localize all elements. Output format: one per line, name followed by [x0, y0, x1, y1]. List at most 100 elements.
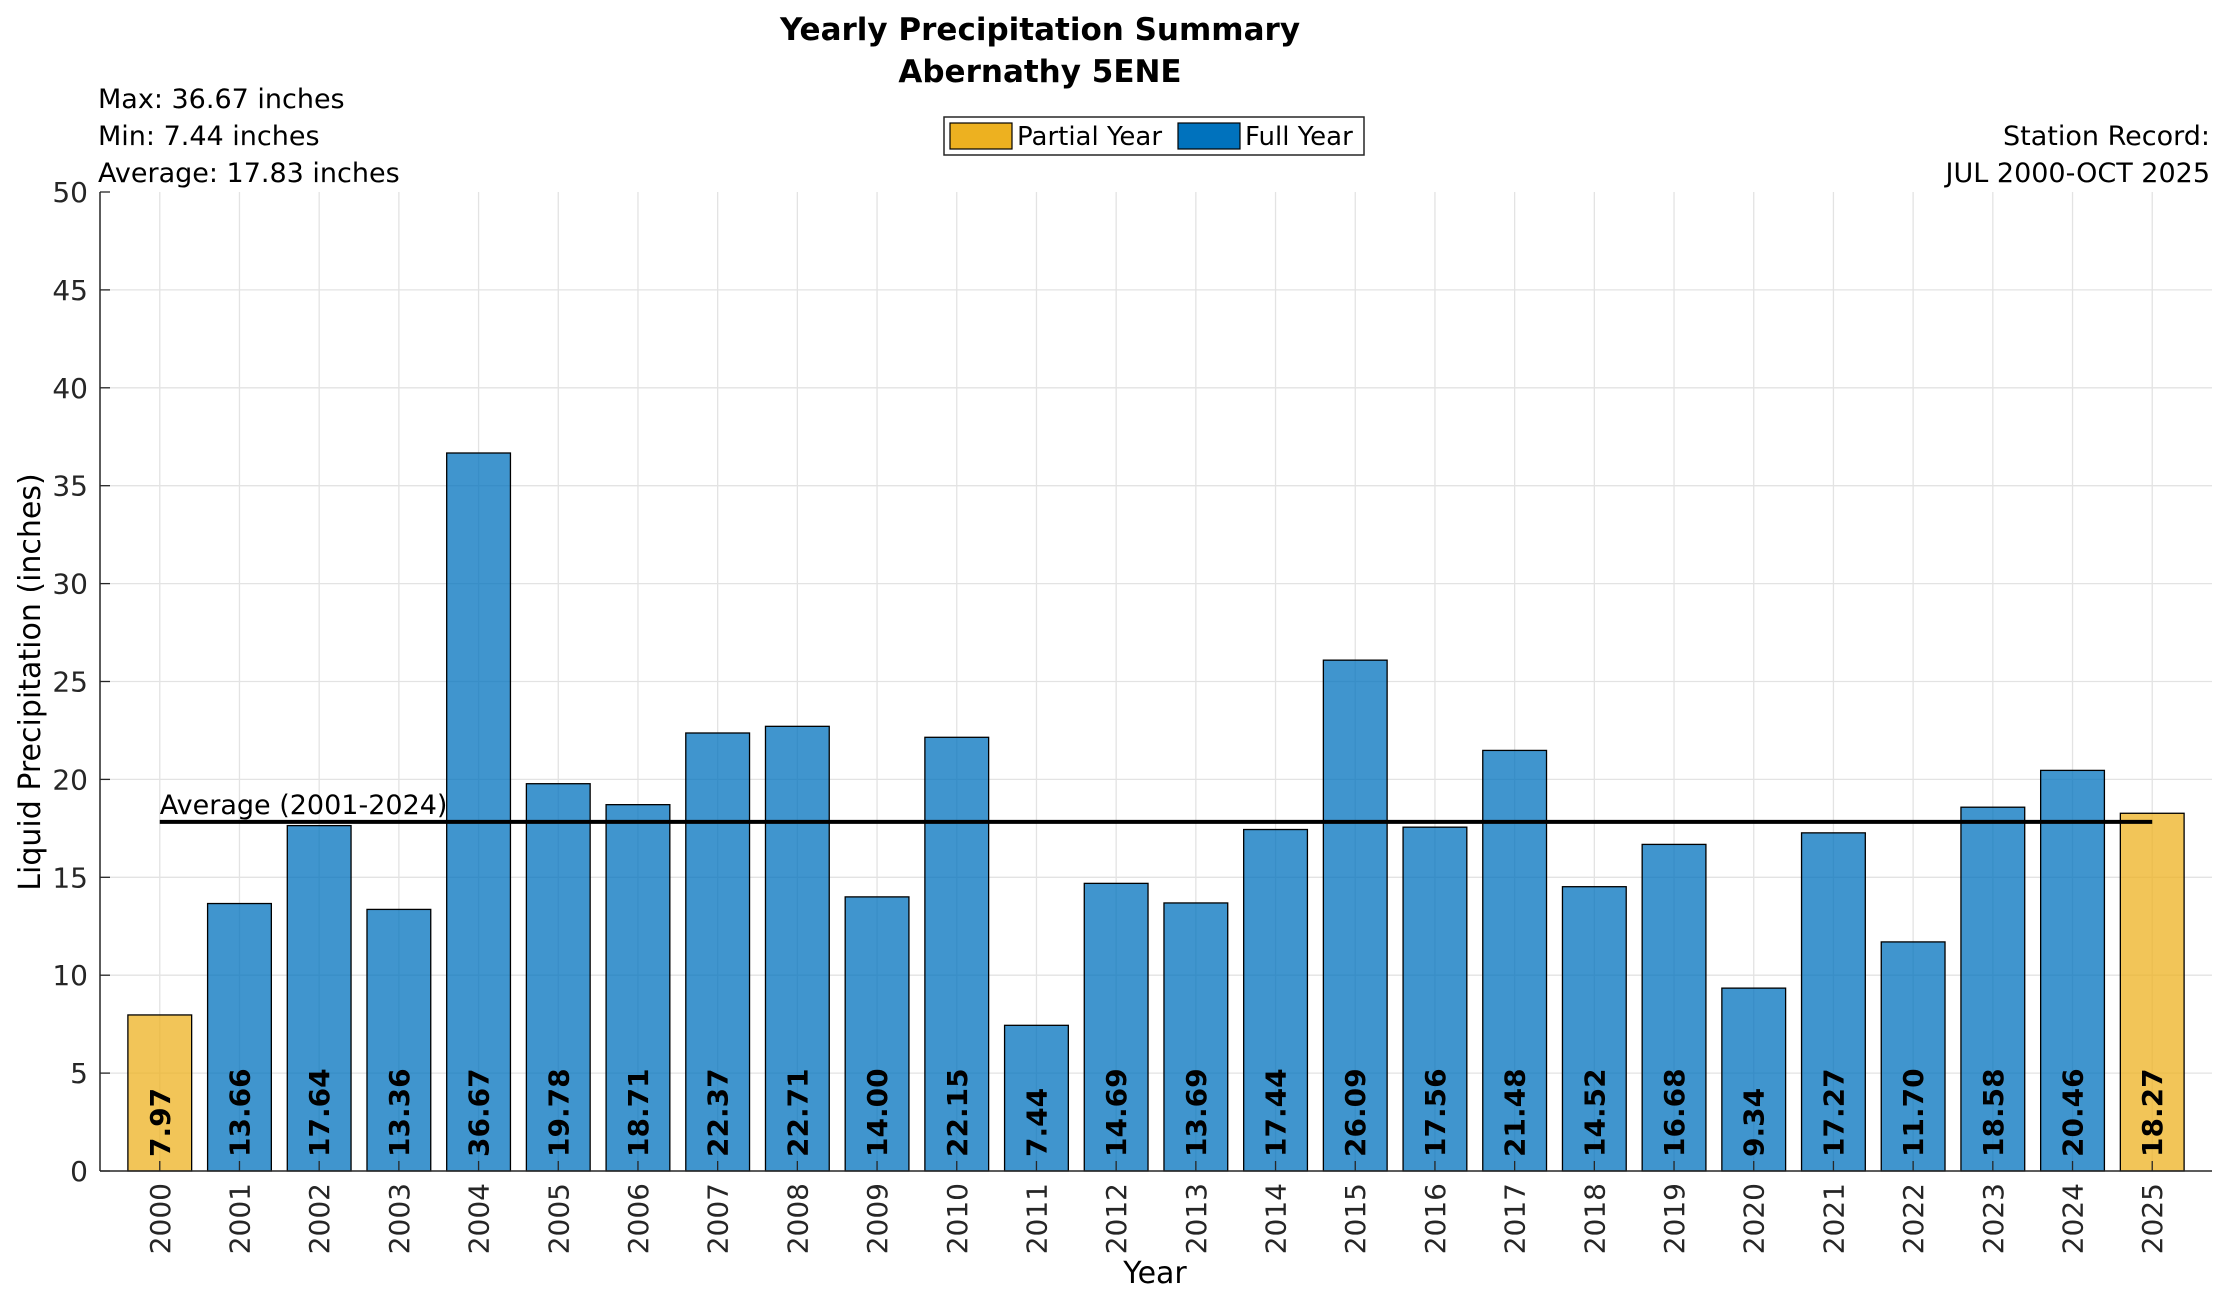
legend-box [943, 116, 1365, 156]
bar-value-label: 36.67 [463, 1068, 496, 1157]
y-tick-label: 50 [52, 176, 88, 209]
bar-value-label: 13.69 [1180, 1068, 1213, 1157]
x-tick-label: 2019 [1658, 1183, 1691, 1254]
bar-value-label: 22.15 [941, 1068, 974, 1157]
bar [1721, 987, 1787, 1172]
bar [1561, 886, 1627, 1172]
y-tick-label: 0 [70, 1155, 88, 1188]
x-tick-label: 2020 [1738, 1183, 1771, 1254]
bar [2039, 769, 2106, 1172]
bar [1880, 941, 1946, 1172]
average-line-label: Average (2001-2024) [160, 790, 448, 821]
x-tick-label: 2009 [861, 1183, 894, 1254]
y-tick-label: 40 [52, 372, 88, 405]
average-line-group: Average (2001-2024) [159, 790, 2153, 824]
bar-value-label: 21.48 [1499, 1068, 1532, 1157]
x-tick-label: 2006 [622, 1183, 655, 1254]
legend: Partial Year Full Year [943, 116, 1365, 156]
bar-labels: 7.97 13.66 17.64 13.36 36.67 19.78 18.71 22.37 2… [144, 1068, 2169, 1157]
bar-value-label: 17.64 [303, 1068, 336, 1157]
bar-value-label: 9.34 [1738, 1088, 1771, 1157]
x-tick-label: 2004 [463, 1183, 496, 1254]
x-tick-label: 2011 [1020, 1183, 1053, 1254]
x-tick-label: 2017 [1499, 1183, 1532, 1254]
bar [446, 452, 512, 1172]
y-tick-label: 20 [52, 763, 88, 796]
stat-min: Min: 7.44 inches [98, 121, 320, 152]
legend-swatch-partial [949, 122, 1013, 150]
x-tick-label: 2018 [1578, 1183, 1611, 1254]
x-tick-label: 2008 [781, 1183, 814, 1254]
bar [1402, 826, 1468, 1172]
y-tick-label: 45 [52, 274, 88, 307]
bar-value-label: 18.27 [2136, 1068, 2169, 1157]
bar-value-label: 20.46 [2057, 1068, 2090, 1157]
bar [605, 804, 671, 1172]
bar-value-label: 7.97 [144, 1088, 177, 1157]
bar [844, 896, 910, 1172]
x-tick-label: 2023 [1977, 1183, 2010, 1254]
x-tick-label: 2005 [542, 1183, 575, 1254]
x-tick-label: 2010 [941, 1183, 974, 1254]
bar [924, 736, 990, 1172]
x-tick-label: 2022 [1897, 1183, 1930, 1254]
legend-label-partial: Partial Year [1017, 122, 1162, 152]
chart-title: Yearly Precipitation Summary [779, 12, 1300, 48]
bar [1243, 828, 1309, 1172]
station-record-label: Station Record: [2003, 121, 2210, 152]
stat-average: Average: 17.83 inches [98, 158, 400, 189]
x-tick-label: 2024 [2057, 1183, 2090, 1254]
stat-max: Max: 36.67 inches [98, 84, 345, 115]
y-tick-label: 35 [52, 470, 88, 503]
x-tick-label: 2025 [2136, 1183, 2169, 1254]
y-tick-label: 15 [52, 861, 88, 894]
bars [127, 452, 2185, 1172]
x-tick-label: 2016 [1419, 1183, 1452, 1254]
station-record-range: JUL 2000-OCT 2025 [1944, 158, 2210, 189]
bar-value-label: 17.56 [1419, 1068, 1452, 1157]
x-tick-label: 2012 [1100, 1183, 1133, 1254]
x-tick-label: 2014 [1260, 1183, 1293, 1254]
x-axis-label: Year [1122, 1256, 1187, 1291]
x-tick-label: 2007 [702, 1183, 735, 1254]
bar [1641, 843, 1707, 1172]
bar [1083, 882, 1149, 1172]
bar-value-label: 13.36 [383, 1068, 416, 1157]
bar-value-label: 14.52 [1578, 1068, 1611, 1157]
bar-value-label: 22.71 [781, 1068, 814, 1157]
y-tick-label: 30 [52, 568, 88, 601]
x-tick-label: 2002 [303, 1183, 336, 1254]
x-tick-label: 2013 [1180, 1183, 1213, 1254]
bar [1800, 832, 1866, 1172]
bar-value-label: 26.09 [1339, 1068, 1372, 1157]
bar [286, 824, 352, 1172]
bar [1003, 1024, 1069, 1172]
y-tick-label: 10 [52, 959, 88, 992]
bar-value-label: 22.37 [702, 1068, 735, 1157]
bar [206, 902, 273, 1172]
y-axis-label: Liquid Precipitation (inches) [13, 473, 48, 890]
x-tick-label: 2021 [1817, 1183, 1850, 1254]
chart-subtitle: Abernathy 5ENE [898, 54, 1181, 90]
bar-value-label: 13.66 [223, 1068, 256, 1157]
bar-value-label: 11.70 [1897, 1068, 1930, 1157]
x-tick-label: 2003 [383, 1183, 416, 1254]
bar-value-label: 14.00 [861, 1068, 894, 1157]
x-tick-label: 2001 [223, 1183, 256, 1254]
x-tick-label: 2015 [1339, 1183, 1372, 1254]
bar-value-label: 18.58 [1977, 1068, 2010, 1157]
bar-value-label: 18.71 [622, 1068, 655, 1157]
bar [127, 1014, 193, 1172]
bar-value-label: 14.69 [1100, 1068, 1133, 1157]
bar-value-label: 17.44 [1260, 1068, 1293, 1157]
bar [366, 908, 432, 1172]
x-tick-label: 2000 [144, 1183, 177, 1254]
y-tick-label: 25 [52, 666, 88, 699]
legend-label-full: Full Year [1245, 122, 1353, 152]
legend-swatch-full [1177, 122, 1241, 150]
bar [1322, 659, 1388, 1172]
bar [2119, 812, 2185, 1172]
bar-value-label: 7.44 [1020, 1088, 1053, 1157]
